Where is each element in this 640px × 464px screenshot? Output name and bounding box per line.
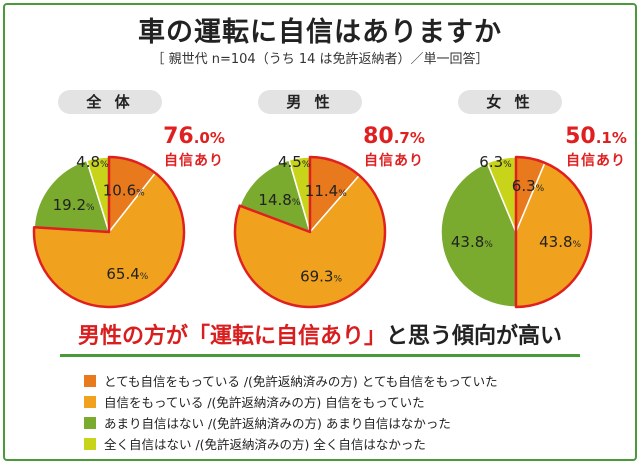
legend-item: とても自信をもっている /(免許返納済みの方) とても自信をもっていた xyxy=(84,370,498,391)
legend-item: 全く自信はない /(免許返納済みの方) 全く自信はなかった xyxy=(84,433,498,454)
legend-label: 自信をもっている /(免許返納済みの方) 自信をもっていた xyxy=(104,395,425,410)
headline-highlight: 男性の方が「運転に自信あり」 xyxy=(77,324,386,349)
legend-label: あまり自信はない /(免許返納済みの方) あまり自信はなかった xyxy=(104,416,451,431)
pie-slice-male-not-very-confident xyxy=(238,159,312,234)
headline-rest: と思う傾向が高い xyxy=(386,324,563,349)
confidence-male: 80.7% 自信あり xyxy=(354,124,434,169)
pie-value-label-female-very-confident: 6.3% xyxy=(512,177,545,195)
pie-value-label-female-not-confident: 6.3% xyxy=(479,153,512,171)
legend: とても自信をもっている /(免許返納済みの方) とても自信をもっていた 自信をも… xyxy=(84,370,498,454)
legend-swatch xyxy=(84,374,96,387)
confidence-label-female: 自信あり xyxy=(566,153,626,169)
pie-label-total: 全 体 xyxy=(58,90,162,114)
confidence-label-total: 自信あり xyxy=(164,153,224,169)
chart-subtitle: ［ 親世代 n=104（うち 14 は免許返納者）／単一回答］ xyxy=(151,52,489,67)
legend-item: 自信をもっている /(免許返納済みの方) 自信をもっていた xyxy=(84,391,498,412)
pie-label-female: 女 性 xyxy=(458,90,562,114)
pie-value-label-male-not-very-confident: 14.8% xyxy=(258,191,300,209)
pie-label-male: 男 性 xyxy=(258,90,362,114)
pie-value-label-male-confident: 69.3% xyxy=(300,268,342,286)
chart-title: 車の運転に自信はありますか xyxy=(138,17,502,48)
confidence-value-total: 76 xyxy=(163,124,194,149)
confident-outline-female xyxy=(514,155,593,309)
legend-label: 全く自信はない /(免許返納済みの方) 全く自信はなかった xyxy=(104,437,426,452)
confidence-label-male: 自信あり xyxy=(364,153,424,169)
legend-item: あまり自信はない /(免許返納済みの方) あまり自信はなかった xyxy=(84,412,498,433)
legend-label: とても自信をもっている /(免許返納済みの方) とても自信をもっていた xyxy=(104,374,498,389)
confidence-female: 50.1% 自信あり xyxy=(556,124,636,169)
legend-swatch xyxy=(84,416,96,429)
pie-value-label-total-confident: 65.4% xyxy=(106,265,148,283)
pie-value-label-male-not-confident: 4.5% xyxy=(278,153,311,171)
headline-underline xyxy=(60,354,580,357)
legend-swatch xyxy=(84,395,96,408)
pie-value-label-female-confident: 43.8% xyxy=(539,233,581,251)
confidence-value-female: 50 xyxy=(565,124,596,149)
pie-value-label-female-not-very-confident: 43.8% xyxy=(451,233,493,251)
pie-value-label-total-not-confident: 4.8% xyxy=(76,153,109,171)
pie-slice-total-not-very-confident xyxy=(33,159,111,233)
confidence-decimal-female: .1% xyxy=(595,129,627,147)
pie-value-label-total-very-confident: 10.6% xyxy=(103,181,145,199)
legend-swatch xyxy=(84,437,96,450)
confidence-decimal-total: .0% xyxy=(193,129,225,147)
confident-outline-total xyxy=(32,155,186,309)
pie-slice-female-not-very-confident xyxy=(440,161,517,308)
pie-value-label-total-not-very-confident: 19.2% xyxy=(53,196,95,214)
confident-outline-male xyxy=(233,155,387,309)
confidence-value-male: 80 xyxy=(363,124,394,149)
confidence-total: 76.0% 自信あり xyxy=(154,124,234,169)
pie-value-label-male-very-confident: 11.4% xyxy=(305,182,347,200)
confidence-decimal-male: .7% xyxy=(393,129,425,147)
headline: 男性の方が「運転に自信あり」と思う傾向が高い xyxy=(0,318,640,350)
